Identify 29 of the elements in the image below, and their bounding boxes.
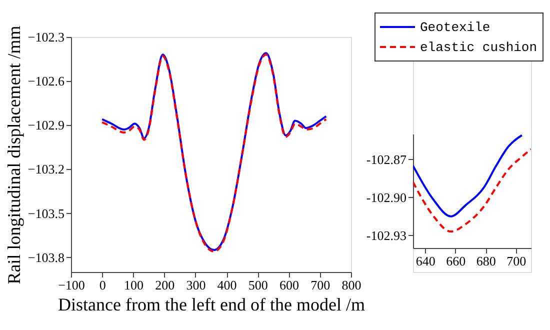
x-tick-label: 100: [124, 278, 144, 292]
y-axis-title: Rail longitudinal displacement /mm: [4, 26, 24, 284]
y-tick-label: -102.93: [366, 228, 406, 243]
y-tick-label: -102.87: [366, 152, 407, 167]
y-tick-label: -102.90: [366, 190, 406, 205]
line-series: [413, 148, 531, 233]
x-tick-label: 700: [310, 278, 330, 292]
x-tick-label: 700: [506, 254, 526, 268]
y-tick-label: −102.3: [28, 30, 64, 44]
x-tick-label: −100: [58, 278, 85, 292]
y-tick-label: −103.5: [28, 206, 64, 221]
line-series: [413, 134, 523, 218]
x-tick-label: 400: [217, 278, 237, 292]
x-tick-label: 640: [416, 254, 436, 268]
y-tick-label: −103.2: [28, 162, 64, 177]
y-tick-label: −103.8: [28, 250, 64, 265]
x-tick-label: 660: [446, 254, 466, 268]
x-tick-label: 300: [186, 278, 206, 292]
y-tick-label: −102.9: [28, 118, 64, 133]
x-tick-label: 800: [342, 278, 362, 292]
y-tick-label: −102.6: [28, 74, 65, 89]
x-tick-label: 680: [476, 254, 496, 268]
x-tick-label: 0: [99, 278, 106, 292]
x-axis-title: Distance from the left end of the model /m: [58, 294, 365, 314]
x-tick-label: 600: [280, 278, 300, 292]
x-tick-label: 200: [155, 278, 175, 292]
legend-label: elastic cushion: [420, 40, 538, 55]
x-tick-label: 500: [248, 278, 268, 292]
legend-label: Geotexile: [420, 20, 490, 35]
